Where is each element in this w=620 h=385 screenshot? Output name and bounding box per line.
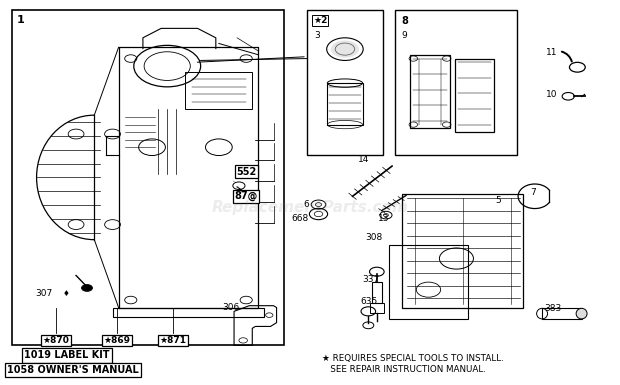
Bar: [185, 72, 252, 109]
Bar: [370, 303, 384, 313]
Text: 552: 552: [236, 167, 256, 177]
Ellipse shape: [576, 308, 587, 319]
Text: ReplacementParts.com: ReplacementParts.com: [211, 200, 409, 215]
Bar: [454, 59, 494, 132]
Text: ★870: ★870: [43, 336, 69, 345]
Bar: [372, 282, 382, 303]
Text: ★871: ★871: [160, 336, 187, 345]
Text: 87@: 87@: [234, 191, 258, 201]
Text: 383: 383: [544, 304, 561, 313]
Bar: [542, 308, 582, 319]
Bar: [410, 55, 449, 128]
Text: 337: 337: [362, 275, 379, 284]
Text: 3: 3: [314, 32, 320, 40]
Text: 306: 306: [222, 303, 239, 312]
Text: ♦: ♦: [63, 289, 69, 298]
Text: 13: 13: [378, 214, 389, 223]
Text: ★869: ★869: [104, 336, 130, 345]
Text: 6: 6: [303, 200, 309, 209]
Circle shape: [82, 285, 92, 291]
Bar: [395, 10, 516, 155]
Text: 308: 308: [366, 233, 383, 242]
Bar: [327, 83, 363, 125]
Text: 10: 10: [546, 90, 557, 99]
Text: 307: 307: [35, 289, 53, 298]
Text: 1019 LABEL KIT: 1019 LABEL KIT: [24, 350, 110, 360]
Text: 11: 11: [546, 49, 557, 57]
Text: 14: 14: [358, 155, 370, 164]
Text: 635: 635: [360, 298, 378, 306]
Text: 8: 8: [401, 16, 408, 26]
Text: 1: 1: [17, 15, 25, 25]
Text: 668: 668: [291, 214, 309, 223]
Circle shape: [331, 40, 359, 58]
Bar: [389, 245, 468, 319]
Text: 7: 7: [531, 188, 536, 197]
Text: ★2: ★2: [313, 16, 327, 25]
Bar: [307, 10, 383, 155]
Text: ★ REQUIRES SPECIAL TOOLS TO INSTALL.
   SEE REPAIR INSTRUCTION MANUAL.: ★ REQUIRES SPECIAL TOOLS TO INSTALL. SEE…: [322, 355, 504, 374]
Text: 9: 9: [401, 32, 407, 40]
Text: 1058 OWNER'S MANUAL: 1058 OWNER'S MANUAL: [7, 365, 139, 375]
Bar: [12, 10, 285, 345]
Bar: [402, 194, 523, 308]
Text: 5: 5: [495, 196, 501, 205]
